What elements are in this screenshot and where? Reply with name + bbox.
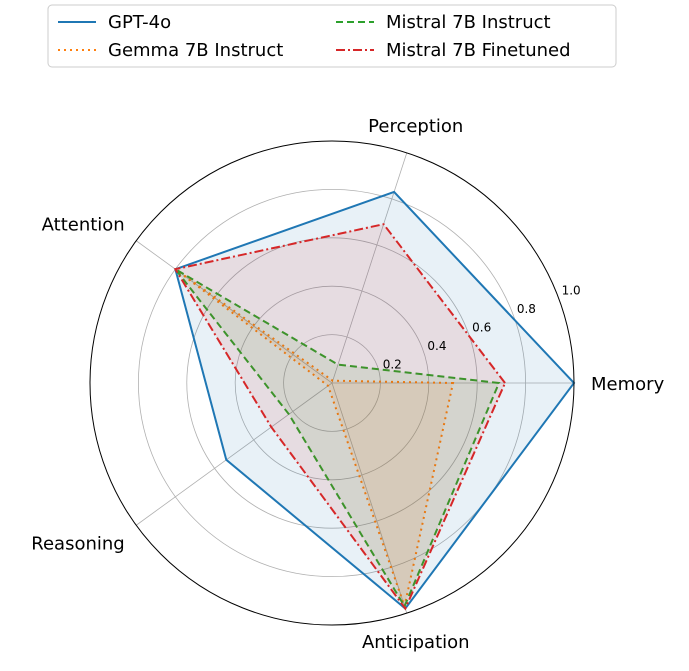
series-line-2 [174,268,501,609]
outer-spine [89,140,575,626]
series-fill [175,224,506,609]
legend-label: GPT-4o [108,12,171,33]
axis-label-memory: Memory [591,374,665,395]
series-line-3 [173,223,507,611]
axis-label-perception: Perception [368,116,463,137]
series-line-1 [174,268,455,610]
axis-line [135,382,333,526]
radial-tick-label: 1.0 [562,283,581,297]
axis-line [331,382,408,614]
radial-tick-label: 0.6 [472,320,491,334]
legend-box [47,4,617,68]
axis-label-anticipation: Anticipation [362,632,470,653]
radial-tick-label: 0.4 [427,339,446,353]
series-line-0 [174,190,576,610]
radial-tick-label: 0.2 [383,357,402,371]
legend-label: Mistral 7B Instruct [386,12,551,33]
legend-label: Gemma 7B Instruct [108,40,283,61]
legend: GPT-4o Gemma 7B Instruct Mistral 7B Instru… [47,4,617,68]
series-fill [175,191,574,609]
series-fill [175,269,499,607]
series-fill [175,269,453,607]
axis-label-reasoning: Reasoning [31,533,124,554]
axis-label-attention: Attention [42,215,125,236]
legend-label: Mistral 7B Finetuned [386,40,571,61]
radial-tick-label: 0.8 [517,302,536,316]
